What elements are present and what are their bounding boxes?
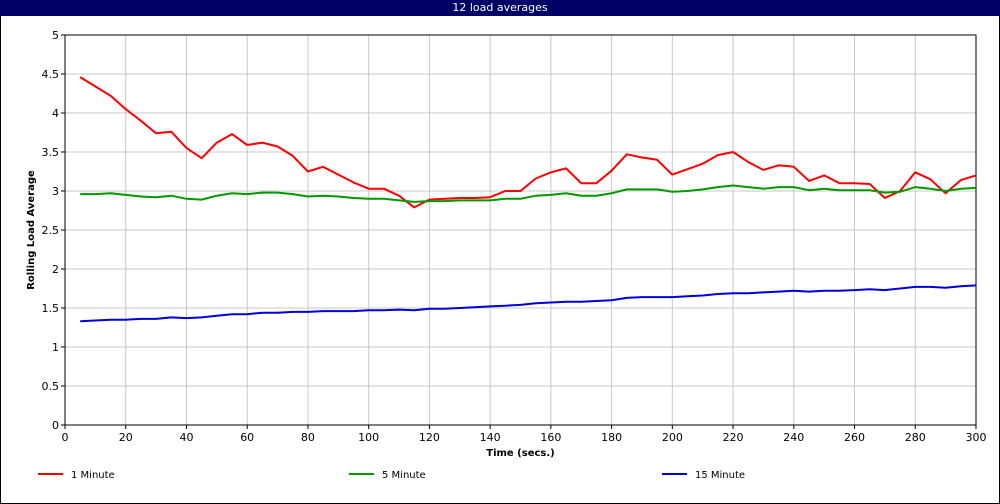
y-tick-label: 3.5 [42, 146, 60, 159]
y-tick-label: 2.5 [42, 224, 60, 237]
x-tick-label: 20 [119, 431, 133, 444]
x-tick-label: 100 [358, 431, 379, 444]
y-tick-label: 4.5 [42, 68, 60, 81]
x-tick-label: 140 [480, 431, 501, 444]
x-tick-label: 300 [966, 431, 987, 444]
legend: 1 Minute 5 Minute 15 Minute [38, 470, 745, 481]
x-tick-label: 280 [905, 431, 926, 444]
x-tick-label: 40 [179, 431, 193, 444]
series-line-1-minute [79, 76, 977, 209]
x-tick-label: 180 [601, 431, 622, 444]
x-tick-label: 0 [62, 431, 69, 444]
y-tick-label: 3 [52, 185, 59, 198]
y-tick-label: 4 [52, 107, 59, 120]
series-line-15-minute [80, 284, 977, 323]
x-tick-label: 160 [540, 431, 561, 444]
series-lines [79, 76, 977, 323]
y-tick-label: 0.5 [42, 380, 60, 393]
x-tick-label: 80 [301, 431, 315, 444]
chart-title: 12 load averages [0, 0, 1000, 16]
x-tick-label: 200 [662, 431, 683, 444]
load-average-chart: 0 20 40 60 80 100 120 140 160 180 200 220 240 260 280 3… [26, 29, 987, 481]
x-tick-label: 260 [844, 431, 865, 444]
grid [64, 34, 977, 426]
x-tick-label: 220 [723, 431, 744, 444]
x-axis: 0 20 40 60 80 100 120 140 160 180 200 220 240 260 280 3… [62, 425, 987, 444]
x-axis-title: Time (secs.) [486, 448, 555, 459]
legend-label-1-minute: 1 Minute [71, 470, 115, 481]
legend-label-15-minute: 15 Minute [695, 470, 745, 481]
x-tick-label: 240 [783, 431, 804, 444]
y-tick-label: 1.5 [42, 302, 60, 315]
y-tick-label: 0 [52, 419, 59, 432]
y-axis: 0 0.5 1 1.5 2 2.5 3 3.5 4 4.5 5 [42, 29, 65, 432]
legend-label-5-minute: 5 Minute [382, 470, 426, 481]
y-tick-label: 1 [52, 341, 59, 354]
x-tick-label: 60 [240, 431, 254, 444]
series-line-5-minute [80, 184, 977, 203]
y-tick-label: 5 [52, 29, 59, 42]
y-tick-label: 2 [52, 263, 59, 276]
x-tick-label: 120 [419, 431, 440, 444]
y-axis-title: Rolling Load Average [26, 170, 37, 290]
